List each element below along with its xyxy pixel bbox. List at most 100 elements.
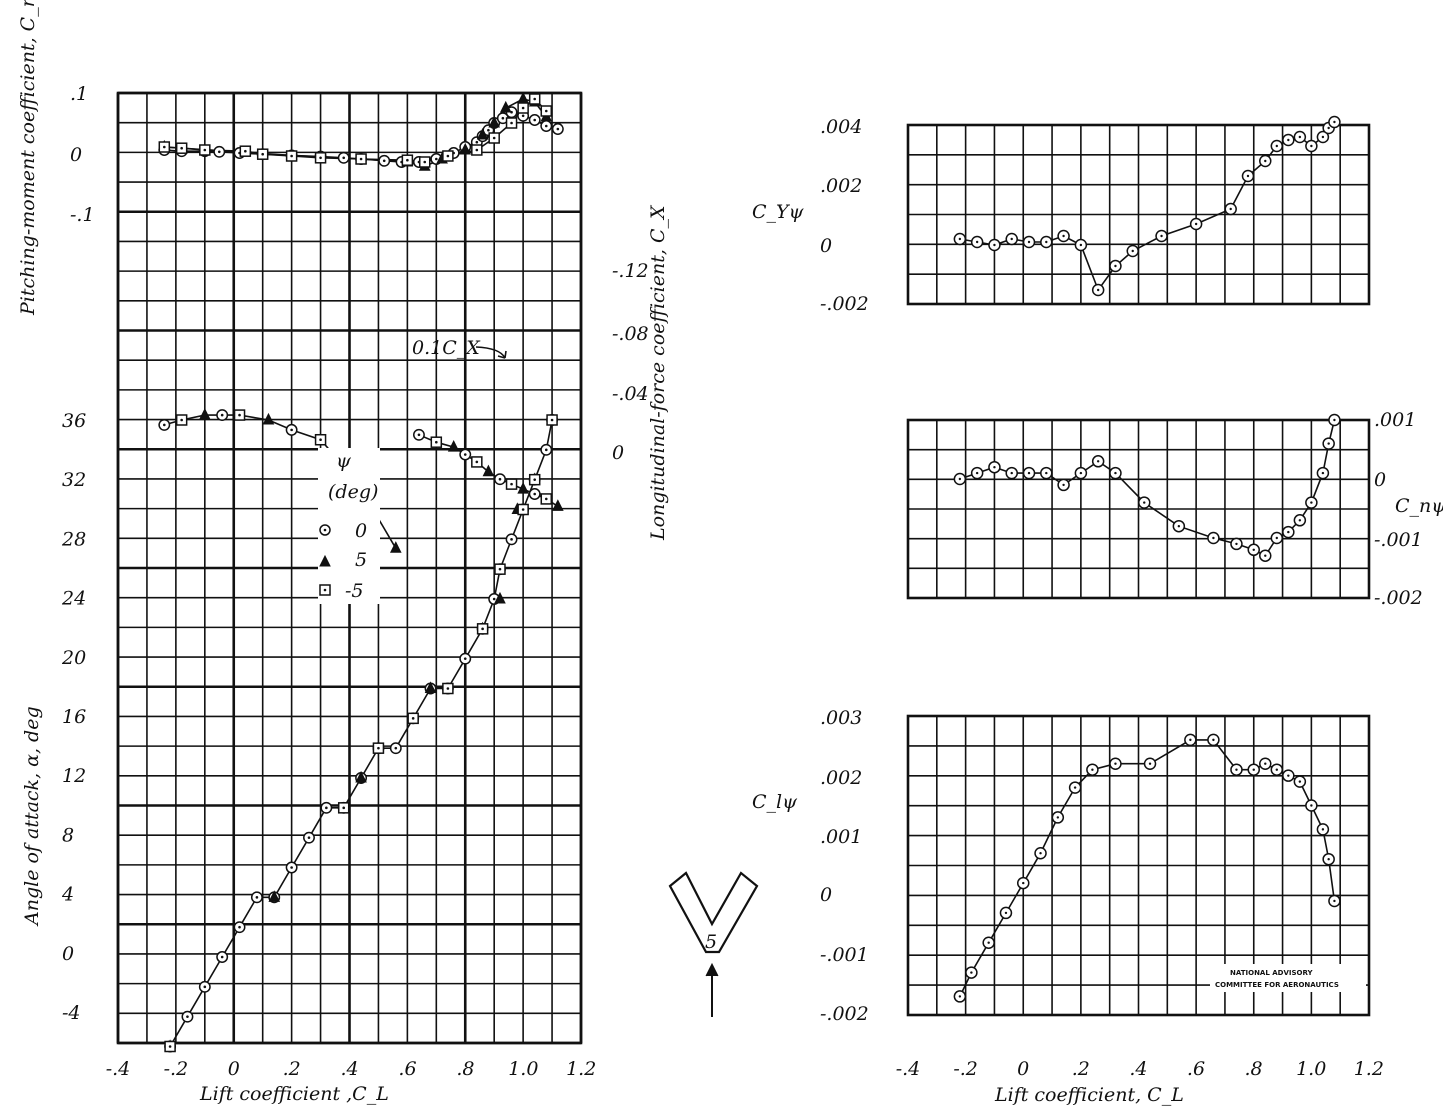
tick-label: 0 <box>820 235 832 257</box>
right-grids <box>906 123 1371 1017</box>
tick-label: 32 <box>62 469 86 491</box>
cx-annotation-arrow <box>475 346 506 359</box>
alpha-point-center <box>394 746 398 750</box>
right-point-center <box>1298 135 1302 139</box>
cx-point-center <box>417 433 421 437</box>
right-point-center <box>1275 144 1279 148</box>
alpha-point-center <box>533 478 536 481</box>
right-point-center <box>975 240 979 244</box>
tick-label: -.2 <box>953 1058 978 1080</box>
cl-frame <box>906 714 1371 1017</box>
cm-ticks: .1 0 -.1 <box>70 83 95 226</box>
stamp-line-1: NATIONAL ADVISORY <box>1230 969 1313 977</box>
legend-label-neg5: -5 <box>345 580 364 602</box>
cm-point-center <box>533 97 536 101</box>
right-point-center <box>1252 768 1255 771</box>
cm-point-center <box>180 146 183 150</box>
right-point-center <box>1073 786 1077 789</box>
tick-label: 0 <box>820 884 832 906</box>
tick-label: 28 <box>61 528 86 550</box>
cm-point-center <box>446 154 450 158</box>
alpha-point-center <box>325 806 328 810</box>
right-point-center <box>1062 234 1065 238</box>
tick-label: -.08 <box>612 323 649 345</box>
tick-label: 20 <box>61 647 86 669</box>
right-point-center <box>1310 804 1313 807</box>
right-point-center <box>1148 762 1152 765</box>
tick-label: 1.2 <box>1354 1058 1384 1080</box>
right-point-center <box>1010 471 1013 475</box>
tick-label: 0 <box>70 144 82 166</box>
right-point-center <box>1327 126 1330 130</box>
cm-point-center <box>382 159 386 163</box>
right-point-center <box>1114 762 1117 765</box>
cx-point <box>482 464 495 477</box>
tick-label: 0 <box>228 1058 240 1080</box>
right-series-line <box>959 739 1336 997</box>
right-point-center <box>1056 816 1060 819</box>
cm-point-center <box>487 128 490 132</box>
right-point-center <box>1298 519 1302 522</box>
tick-label: 0 <box>612 442 624 464</box>
right-point-center <box>1264 554 1267 557</box>
tick-label: .2 <box>1072 1058 1090 1080</box>
alpha-point-center <box>411 717 415 720</box>
legend-entry-0: 0 <box>319 520 367 542</box>
naca-stamp: NATIONAL ADVISORY COMMITTEE FOR AERONAUT… <box>1210 964 1366 992</box>
cn-frame <box>906 418 1371 600</box>
tick-label: -.04 <box>612 383 649 405</box>
right-point-center <box>1298 780 1302 783</box>
cy-axis-label: C_Yψ <box>752 201 805 223</box>
legend-title-deg: (deg) <box>328 481 378 503</box>
alpha-point-center <box>510 538 513 541</box>
tick-label: -.002 <box>820 1003 869 1025</box>
right-point-center <box>1333 418 1336 422</box>
right-point-center <box>1310 144 1313 148</box>
right-point-center <box>1287 138 1290 142</box>
right-point-center <box>958 995 962 998</box>
cm-point <box>488 115 500 128</box>
legend-entry-5: 5 <box>319 549 367 571</box>
tick-label: .001 <box>1374 409 1416 431</box>
legend-title-psi: ψ <box>336 450 352 472</box>
right-point-center <box>958 237 962 241</box>
cx-point-center <box>163 423 166 427</box>
right-point-center <box>1039 852 1042 855</box>
tick-label: 1.0 <box>508 1058 538 1080</box>
cl-axis-label: C_lψ <box>752 791 798 813</box>
alpha-point-center <box>498 567 502 571</box>
tick-label: -.4 <box>106 1058 131 1080</box>
right-point-center <box>1131 249 1134 253</box>
right-point-center <box>1079 243 1083 247</box>
cx-point <box>517 481 529 494</box>
alpha-point-center <box>544 448 548 452</box>
cm-point-center <box>501 116 505 120</box>
right-point-center <box>993 243 996 247</box>
cm-point-center <box>203 148 207 152</box>
right-point-center <box>1321 828 1325 831</box>
right-point-center <box>1079 471 1083 475</box>
cx-point <box>389 541 402 553</box>
tick-label: .6 <box>1187 1058 1205 1080</box>
right-point-center <box>1235 768 1238 771</box>
cm-point-center <box>319 156 322 160</box>
alpha-point <box>355 770 367 783</box>
cm-point-center <box>521 106 525 110</box>
left-x-ticks: -.4 -.2 0 .2 .4 .6 .8 1.0 1.2 <box>106 1058 597 1080</box>
alpha-point-center <box>186 1015 189 1018</box>
tick-label: .002 <box>820 175 862 197</box>
cm-point-center <box>342 156 346 160</box>
right-point-center <box>1096 460 1100 463</box>
right-point-center <box>1004 911 1008 915</box>
cx-point-center <box>498 477 502 481</box>
cx-axis-label: Longitudinal-force coefficient, C_X <box>647 204 669 541</box>
alpha-point-center <box>492 597 496 601</box>
cm-point-center <box>533 118 536 122</box>
right-point-center <box>1264 762 1267 765</box>
cn-ticks: .001 0 -.001 -.002 <box>1374 409 1423 609</box>
right-point-center <box>993 466 996 469</box>
right-point-center <box>1027 471 1031 475</box>
cx-point-center <box>533 492 536 496</box>
right-point-center <box>1091 768 1094 771</box>
tick-label: 16 <box>62 706 86 728</box>
